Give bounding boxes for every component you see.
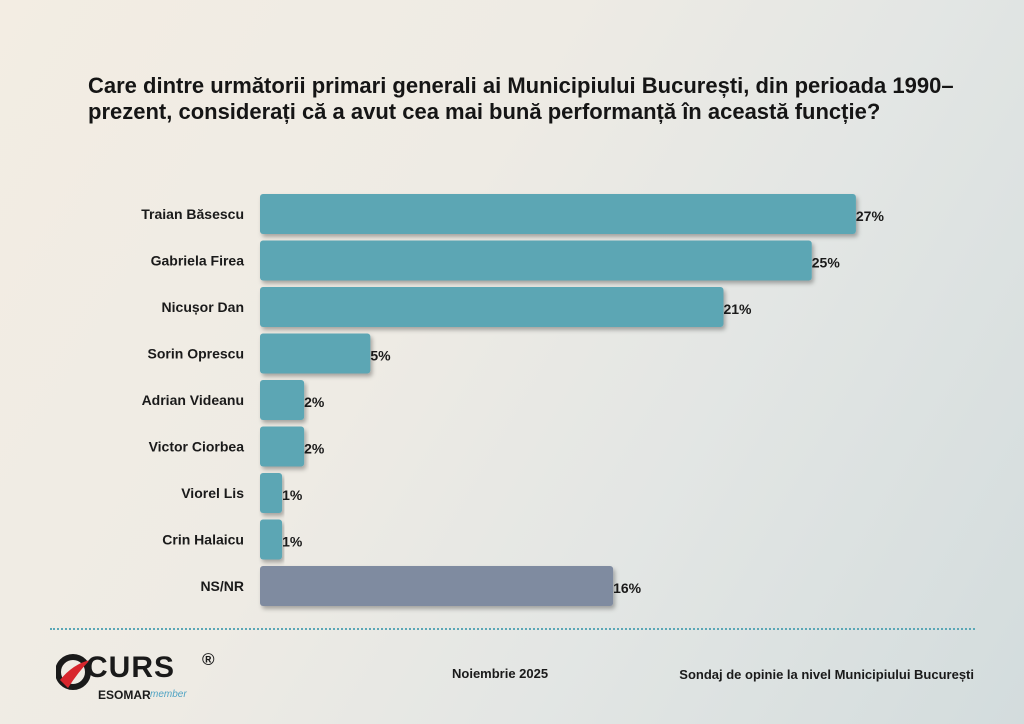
value-label: 1% <box>282 487 303 503</box>
value-label: 1% <box>282 534 303 550</box>
bar <box>260 333 371 374</box>
value-label: 27% <box>856 208 885 224</box>
bar <box>260 194 856 234</box>
bar <box>260 240 812 281</box>
category-label: Sorin Oprescu <box>148 346 244 362</box>
value-label: 5% <box>370 348 391 364</box>
bar <box>260 426 305 467</box>
logo-esomar: ESOMAR <box>98 688 151 702</box>
category-label: Adrian Videanu <box>142 392 244 408</box>
category-label: Gabriela Firea <box>151 253 245 269</box>
value-label: 21% <box>723 301 752 317</box>
bar <box>260 519 283 560</box>
bar <box>260 566 614 606</box>
logo-registered: ® <box>202 650 215 669</box>
category-label: Crin Halaicu <box>162 532 244 548</box>
bar-chart: Traian Băsescu 27% Gabriela Firea 25% Nicușo… <box>141 194 885 606</box>
value-label: 2% <box>304 441 325 457</box>
bar <box>260 287 724 327</box>
category-label: NS/NR <box>200 578 244 594</box>
logo-member: member <box>150 689 187 700</box>
category-label: Victor Ciorbea <box>149 439 245 455</box>
footer-divider <box>50 628 975 630</box>
bar <box>260 380 305 420</box>
value-label: 2% <box>304 394 325 410</box>
logo-brand: CURS <box>86 651 176 684</box>
category-label: Viorel Lis <box>181 485 244 501</box>
value-label: 25% <box>812 255 841 271</box>
footer-source: Sondaj de opinie la nivel Municipiului B… <box>679 667 974 682</box>
value-label: 16% <box>613 580 642 596</box>
chart-title: Care dintre următorii primari generali a… <box>88 73 954 124</box>
category-label: Nicușor Dan <box>162 299 244 315</box>
category-label: Traian Băsescu <box>141 206 244 222</box>
footer-date: Noiembrie 2025 <box>452 666 549 681</box>
bar <box>260 473 283 513</box>
curs-logo-icon <box>56 654 91 690</box>
